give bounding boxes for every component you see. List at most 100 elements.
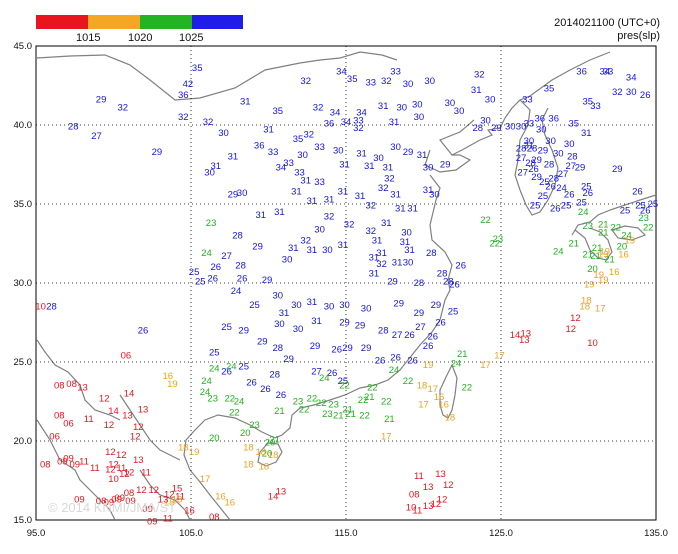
station-value: 22 — [462, 382, 473, 393]
station-value: 12 — [104, 420, 115, 431]
station-value: 35 — [583, 96, 594, 107]
station-value: 30 — [524, 136, 535, 147]
station-value: 29 — [257, 337, 268, 348]
station-value: 29 — [531, 155, 542, 166]
station-value: 11 — [163, 513, 173, 524]
station-value: 30 — [333, 145, 344, 156]
station-value: 32 — [118, 103, 129, 114]
coastline-layer — [36, 51, 657, 521]
station-value: 20 — [262, 449, 273, 460]
station-value: 09 — [114, 493, 125, 504]
china-east-coast — [439, 51, 611, 156]
station-value: 21 — [384, 414, 395, 425]
station-value: 21 — [364, 392, 375, 403]
station-value: 29 — [440, 160, 451, 171]
station-value: 33 — [603, 66, 614, 77]
station-value: 22 — [480, 215, 491, 226]
station-value: 27 — [558, 169, 569, 180]
station-value: 31 — [256, 210, 267, 221]
y-tick-label: 40.0 — [14, 120, 33, 131]
station-value: 25 — [539, 177, 550, 188]
station-value: 29 — [431, 300, 442, 311]
station-value: 29 — [538, 145, 549, 156]
station-value: 31 — [372, 235, 383, 246]
station-value: 23 — [328, 400, 339, 411]
station-value: 26 — [545, 182, 556, 193]
station-value: 30 — [397, 103, 408, 114]
station-value: 32 — [203, 117, 214, 128]
station-value: 25 — [249, 300, 260, 311]
station-value: 26 — [237, 273, 248, 284]
colorbar-segment-orange — [88, 15, 140, 29]
station-value: 12 — [431, 499, 442, 510]
station-value: 10 — [406, 502, 417, 513]
x-tick-label: 125.0 — [489, 528, 513, 539]
station-value: 19 — [600, 246, 611, 257]
station-value: 29 — [342, 343, 353, 354]
inner-border-2 — [119, 394, 181, 461]
station-value: 33 — [283, 158, 294, 169]
station-value: 30 — [204, 167, 215, 178]
station-value: 29 — [339, 318, 350, 329]
station-value: 09 — [104, 498, 115, 509]
station-value: 31 — [338, 186, 349, 197]
station-value: 35 — [273, 106, 284, 117]
station-value: 33 — [366, 77, 377, 88]
station-value: 12 — [136, 485, 147, 496]
station-value: 16 — [618, 250, 629, 261]
station-value: 14 — [268, 491, 279, 502]
station-value: 06 — [121, 351, 132, 362]
station-value: 30 — [273, 291, 284, 302]
station-value: 20 — [265, 438, 276, 449]
station-value: 22 — [367, 382, 378, 393]
station-value: 34 — [336, 66, 347, 77]
station-value: 12 — [133, 422, 144, 433]
y-tick-label: 15.0 — [14, 515, 33, 526]
korea-peninsula — [514, 99, 559, 216]
station-value: 30 — [322, 245, 333, 256]
station-value: 12 — [566, 324, 577, 335]
station-value: 12 — [130, 431, 141, 442]
station-value: 30 — [314, 224, 325, 235]
station-value: 31 — [307, 245, 318, 256]
station-value: 32 — [313, 103, 324, 114]
station-value: 30 — [291, 300, 302, 311]
station-value: 11 — [90, 463, 100, 474]
station-value: 22 — [225, 393, 236, 404]
station-value: 21 — [590, 251, 601, 262]
inner-border-4 — [139, 469, 191, 521]
watermark: © 2014 KNMI/JMA/ST — [48, 500, 176, 515]
inner-border-1 — [36, 419, 116, 521]
station-value: 09 — [63, 453, 74, 464]
station-value: 31 — [355, 191, 366, 202]
station-value: 20 — [617, 242, 628, 253]
colorbar-segment-red — [36, 15, 88, 29]
station-value: 32 — [344, 220, 355, 231]
colorbar — [36, 15, 243, 29]
station-value: 31 — [407, 204, 418, 215]
station-value: 31 — [211, 161, 222, 172]
station-value: 26 — [435, 318, 446, 329]
taiwan-island — [439, 363, 458, 419]
station-value: 21 — [598, 220, 609, 231]
inner-border-3 — [36, 339, 121, 421]
station-value: 21 — [592, 243, 603, 254]
station-value: 31 — [291, 186, 302, 197]
station-value: 28 — [235, 261, 246, 272]
station-value: 31 — [395, 204, 406, 215]
station-value: 22 — [610, 223, 621, 234]
station-value: 30 — [373, 153, 384, 164]
x-axis-labels: 95.0 105.0 115.0 125.0 135.0 — [27, 528, 668, 539]
station-value: 14 — [510, 330, 521, 341]
station-value: 25 — [635, 201, 646, 212]
station-value: 24 — [201, 248, 212, 259]
station-value: 13 — [276, 487, 287, 498]
station-value: 21 — [604, 254, 615, 265]
station-value: 26 — [404, 330, 415, 341]
station-value: 18 — [178, 442, 189, 453]
station-value: 23 — [638, 213, 649, 224]
station-value: 21 — [569, 239, 580, 250]
grid-layer — [36, 46, 656, 520]
station-value: 30 — [626, 87, 637, 98]
y-tick-label: 20.0 — [14, 436, 33, 447]
